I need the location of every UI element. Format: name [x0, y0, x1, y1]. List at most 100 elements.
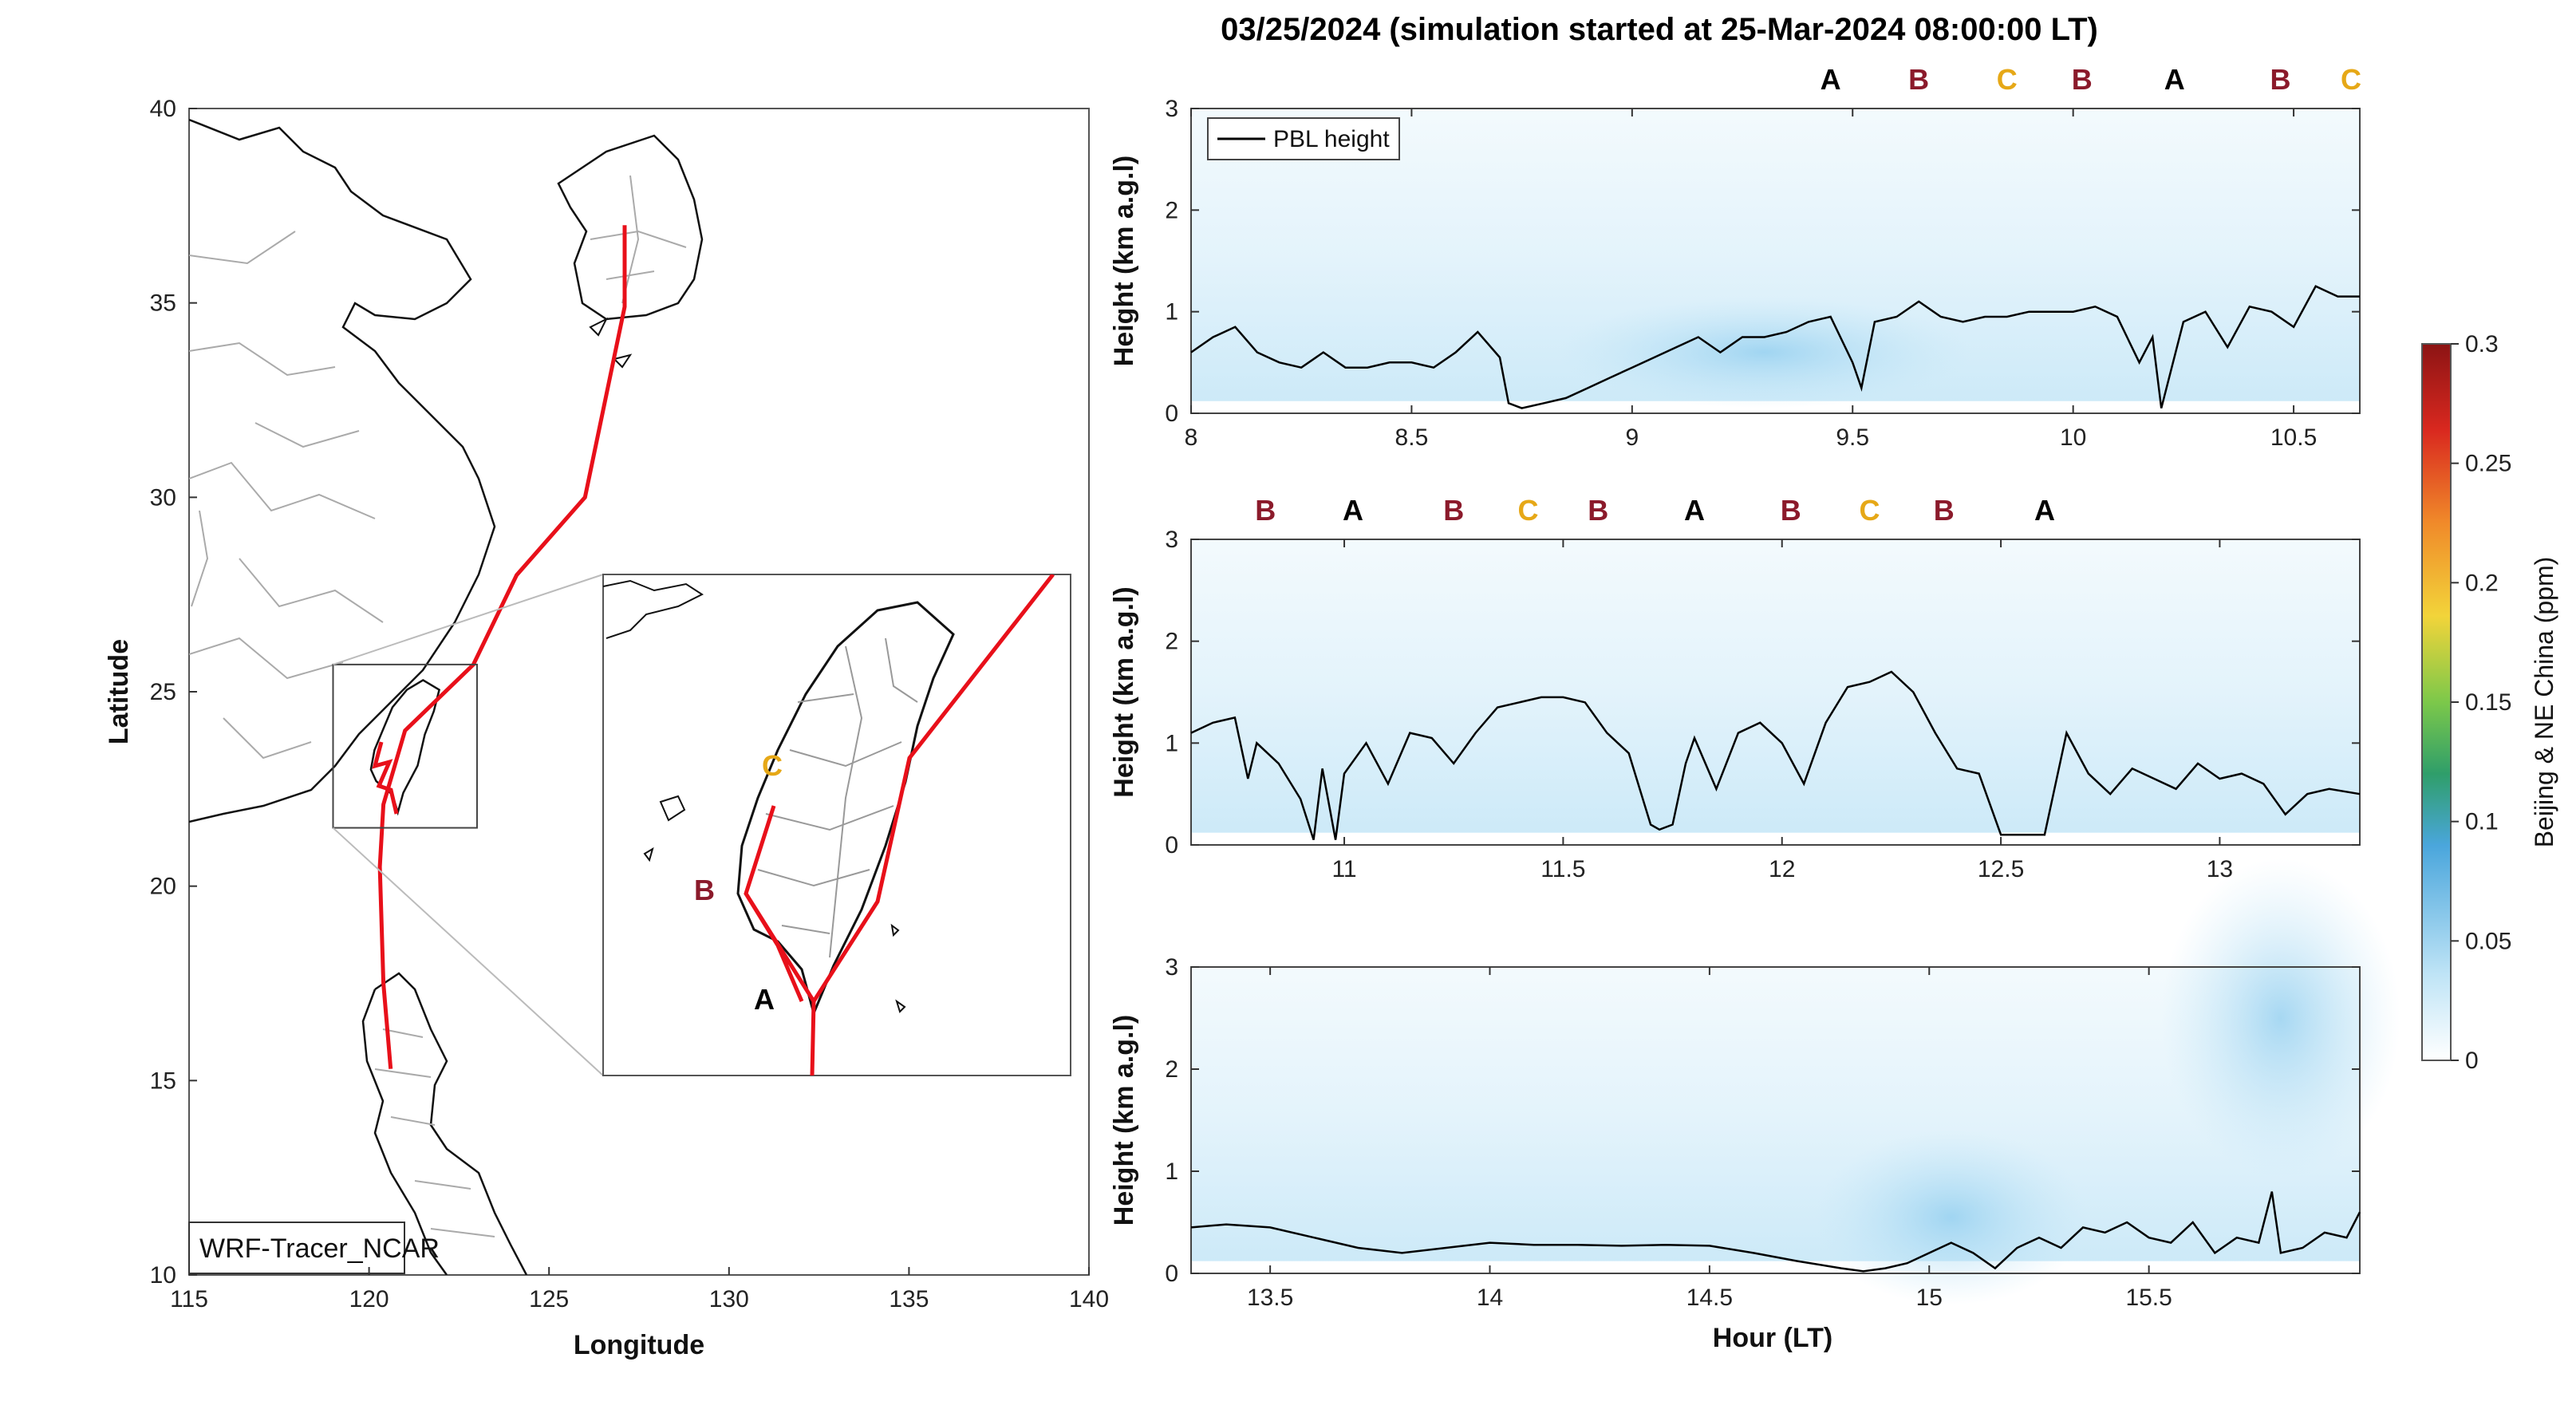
location-marker-a: A — [1684, 494, 1705, 527]
pbl-xlabel: Hour (LT) — [1713, 1323, 1832, 1353]
map-xtick-label: 140 — [1069, 1286, 1109, 1312]
ytick-label: 1 — [1165, 730, 1178, 756]
map-yaxis: 10 15 20 25 30 35 40 — [150, 96, 197, 1289]
inset-trajectory — [744, 574, 1055, 1076]
colorbar-tick-label: 0.25 — [2465, 451, 2511, 477]
xtick-label: 10 — [2060, 424, 2086, 451]
label-box-text: WRF-Tracer_NCAR — [199, 1233, 440, 1264]
xtick-label: 15.5 — [2125, 1285, 2172, 1311]
china-coastline — [189, 118, 496, 823]
location-marker-b: B — [1255, 494, 1276, 527]
map-ytick-label: 20 — [150, 874, 176, 900]
ytick-label: 1 — [1165, 299, 1178, 326]
philippines-coastline — [361, 972, 528, 1275]
location-marker-a: A — [1343, 494, 1363, 527]
xtick-label: 8.5 — [1395, 424, 1429, 451]
xtick-label: 9 — [1625, 424, 1639, 451]
pbl-height-line — [1190, 285, 2360, 409]
inset-region-box — [332, 663, 478, 829]
map-ytick-label: 35 — [150, 290, 176, 317]
map-xtick-label: 130 — [709, 1286, 749, 1312]
xtick-label: 10.5 — [2270, 424, 2317, 451]
map-xlabel: Longitude — [574, 1330, 704, 1360]
xtick-label: 15 — [1916, 1285, 1943, 1311]
map-xaxis: 115 120 125 130 135 140 — [170, 1267, 1109, 1312]
xtick-label: 12 — [1769, 856, 1795, 882]
ytick-label: 2 — [1165, 1056, 1178, 1083]
location-marker-b: B — [1781, 494, 1801, 527]
ytick-label: 0 — [1165, 832, 1178, 858]
ytick-label: 2 — [1165, 197, 1178, 223]
label-box — [188, 1222, 405, 1274]
inset-label-b: B — [694, 874, 715, 906]
map-xtick-label: 115 — [170, 1286, 208, 1312]
pbl-panel-3: 13.5 14 14.5 15 15.5 0 12 3 Height (km a.g.l) — [1109, 858, 2400, 1311]
surface-band — [1191, 832, 2360, 845]
tracer-plume — [1556, 296, 1972, 409]
inset-label-c: C — [762, 749, 783, 782]
location-marker-c: C — [1517, 494, 1538, 527]
ytick-label: 3 — [1165, 954, 1178, 981]
pbl-height-line — [1190, 1191, 2361, 1273]
korea-coastline — [557, 134, 704, 321]
trajectory-main — [377, 225, 627, 1069]
ytick-label: 2 — [1165, 629, 1178, 655]
xtick-label: 12.5 — [1978, 856, 2024, 882]
location-marker-c: C — [1997, 63, 2018, 96]
ytick-label: 3 — [1165, 527, 1178, 553]
surface-band — [1191, 1261, 2360, 1273]
colorbar-tick-label: 0.2 — [2465, 570, 2499, 596]
colorbar-tick-label: 0.1 — [2465, 809, 2499, 835]
location-marker-b: B — [1443, 494, 1464, 527]
pbl-panel-1: 8 8.5 9 9.5 10 10.5 0 1 2 3 Height (km a.g.l) A B C B A… — [1109, 63, 2361, 451]
colorbar-tick-label: 0 — [2465, 1048, 2479, 1074]
inset-taiwan-coastline — [736, 601, 955, 1017]
tracer-plume-upper — [2160, 858, 2400, 1178]
map-xtick-label: 135 — [889, 1286, 929, 1312]
xtick-label: 14.5 — [1686, 1285, 1733, 1311]
xtick-label: 14 — [1477, 1285, 1503, 1311]
inset-leader-bottom — [332, 827, 604, 1076]
inset-coastline-china — [603, 579, 704, 639]
map-ytick-label: 40 — [150, 96, 176, 122]
trajectory-local-loop — [372, 741, 399, 815]
colorbar: 0 0.05 0.1 0.15 0.2 0.25 0.3 Beijing & NE Chin… — [2421, 331, 2558, 1074]
colorbar-tick-label: 0.15 — [2465, 689, 2511, 716]
location-marker-b: B — [1908, 63, 1929, 96]
inset-label-a: A — [754, 983, 775, 1016]
philippines-borders — [374, 1028, 495, 1237]
taiwan-coastline-main — [369, 678, 441, 816]
figure-title: 03/25/2024 (simulation started at 25-Mar… — [1221, 12, 2098, 47]
location-marker-a: A — [2034, 494, 2055, 527]
korea-islands — [589, 317, 633, 369]
inset-frame — [602, 574, 1071, 1076]
ylabel: Height (km a.g.l) — [1109, 1015, 1139, 1226]
map-ytick-label: 15 — [150, 1068, 176, 1094]
plot-frame — [1190, 539, 2361, 846]
colorbar-tick-label: 0.05 — [2465, 928, 2511, 954]
map-ytick-label: 30 — [150, 484, 176, 511]
location-marker-b: B — [2072, 63, 2093, 96]
ylabel: Height (km a.g.l) — [1109, 156, 1139, 366]
ytick-label: 0 — [1165, 1261, 1178, 1287]
xtick-label: 13.5 — [1247, 1285, 1293, 1311]
xtick-label: 9.5 — [1836, 424, 1869, 451]
inset-county-borders — [757, 637, 918, 958]
ylabel: Height (km a.g.l) — [1109, 586, 1139, 797]
xtick-label: 11 — [1331, 856, 1356, 882]
tracer-plume — [1815, 1129, 2087, 1305]
location-marker-b: B — [1934, 494, 1955, 527]
colorbar-ticks: 0 0.05 0.1 0.15 0.2 0.25 0.3 — [2451, 331, 2511, 1074]
map-xtick-label: 120 — [349, 1286, 389, 1312]
colorbar-label: Beijing & NE China (ppm) — [2530, 557, 2558, 848]
inset-panel: C B A — [602, 574, 1071, 1076]
pbl-legend: PBL height — [1207, 117, 1400, 160]
colorbar-tick-label: 0.3 — [2465, 331, 2499, 357]
location-marker-c: C — [2341, 63, 2361, 96]
location-marker-a: A — [1821, 63, 1841, 96]
korea-borders — [590, 175, 687, 304]
plot-frame — [1190, 108, 2361, 414]
location-marker-c: C — [1859, 494, 1880, 527]
